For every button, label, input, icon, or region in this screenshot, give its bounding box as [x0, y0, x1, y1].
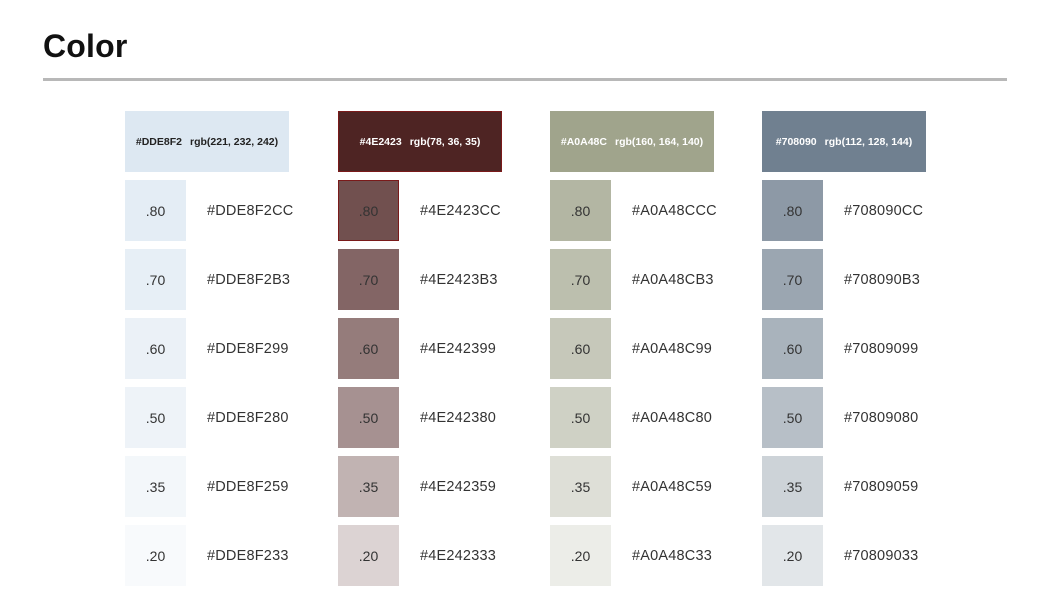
page-title: Color: [43, 28, 128, 64]
base-hex-label: #708090: [775, 135, 817, 148]
swatch-row: .35 #DDE8F259: [125, 456, 325, 517]
swatch-hex-label: #A0A48C99: [632, 340, 712, 357]
palette-column: #4E2423 rgb(78, 36, 35) .80 #4E2423CC .70 #4E…: [338, 111, 538, 586]
swatch-hex-label: #DDE8F259: [207, 478, 289, 495]
swatch-row: .60 #A0A48C99: [550, 318, 750, 379]
opacity-swatch: .80: [338, 180, 399, 241]
swatch-hex-label: #4E2423CC: [420, 202, 501, 219]
opacity-swatch: .50: [125, 387, 186, 448]
opacity-swatch: .60: [125, 318, 186, 379]
palette-base-swatch: #708090 rgb(112, 128, 144): [762, 111, 926, 172]
swatch-row: .70 #DDE8F2B3: [125, 249, 325, 310]
swatch-hex-label: #4E242333: [420, 547, 496, 564]
swatch-row: .20 #70809033: [762, 525, 962, 586]
base-rgb-label: rgb(221, 232, 242): [189, 135, 279, 148]
swatch-row: .35 #A0A48C59: [550, 456, 750, 517]
opacity-swatch: .80: [125, 180, 186, 241]
opacity-swatch: .70: [125, 249, 186, 310]
base-hex-label: #DDE8F2: [135, 135, 182, 148]
swatch-hex-label: #DDE8F299: [207, 340, 289, 357]
base-rgb-label: rgb(112, 128, 144): [824, 135, 913, 148]
swatch-row: .70 #A0A48CB3: [550, 249, 750, 310]
swatch-hex-label: #4E2423B3: [420, 271, 498, 288]
title-divider: [43, 78, 1007, 81]
opacity-swatch: .60: [550, 318, 611, 379]
swatch-hex-label: #70809059: [844, 478, 919, 495]
opacity-swatch: .70: [762, 249, 823, 310]
swatch-hex-label: #4E242380: [420, 409, 496, 426]
swatch-hex-label: #4E242399: [420, 340, 496, 357]
base-rgb-label: rgb(160, 164, 140): [614, 135, 704, 148]
base-rgb-label: rgb(78, 36, 35): [409, 135, 481, 148]
swatch-hex-label: #A0A48CCC: [632, 202, 717, 219]
swatch-row: .50 #4E242380: [338, 387, 538, 448]
opacity-swatch: .60: [338, 318, 399, 379]
swatch-row: .50 #A0A48C80: [550, 387, 750, 448]
swatch-hex-label: #708090B3: [844, 271, 920, 288]
opacity-swatch: .50: [762, 387, 823, 448]
opacity-swatch: .70: [338, 249, 399, 310]
swatch-hex-label: #70809099: [844, 340, 919, 357]
swatch-hex-label: #DDE8F233: [207, 547, 289, 564]
swatch-hex-label: #A0A48CB3: [632, 271, 714, 288]
base-hex-label: #A0A48C: [560, 135, 607, 148]
swatch-row: .60 #4E242399: [338, 318, 538, 379]
swatch-row: .60 #70809099: [762, 318, 962, 379]
opacity-swatch: .20: [762, 525, 823, 586]
swatch-hex-label: #A0A48C80: [632, 409, 712, 426]
palette-column: #A0A48C rgb(160, 164, 140) .80 #A0A48CCC .70…: [550, 111, 750, 586]
palette-base-swatch: #DDE8F2 rgb(221, 232, 242): [125, 111, 289, 172]
opacity-swatch: .35: [550, 456, 611, 517]
swatch-row: .20 #DDE8F233: [125, 525, 325, 586]
swatch-hex-label: #708090CC: [844, 202, 924, 219]
swatch-hex-label: #DDE8F280: [207, 409, 289, 426]
opacity-swatch: .20: [550, 525, 611, 586]
opacity-swatch: .35: [125, 456, 186, 517]
swatch-row: .35 #4E242359: [338, 456, 538, 517]
swatch-row: .70 #4E2423B3: [338, 249, 538, 310]
opacity-swatch: .50: [338, 387, 399, 448]
palette-column: #708090 rgb(112, 128, 144) .80 #708090CC .70…: [762, 111, 962, 586]
opacity-swatch: .80: [550, 180, 611, 241]
swatch-hex-label: #A0A48C59: [632, 478, 712, 495]
opacity-swatch: .20: [125, 525, 186, 586]
opacity-swatch: .35: [338, 456, 399, 517]
swatch-row: .60 #DDE8F299: [125, 318, 325, 379]
opacity-swatch: .60: [762, 318, 823, 379]
base-hex-label: #4E2423: [359, 135, 402, 148]
opacity-swatch: .20: [338, 525, 399, 586]
swatch-hex-label: #DDE8F2B3: [207, 271, 291, 288]
swatch-hex-label: #DDE8F2CC: [207, 202, 294, 219]
swatch-row: .35 #70809059: [762, 456, 962, 517]
palette-base-swatch: #4E2423 rgb(78, 36, 35): [338, 111, 502, 172]
swatch-hex-label: #70809080: [844, 409, 919, 426]
swatch-hex-label: #A0A48C33: [632, 547, 712, 564]
swatch-row: .80 #708090CC: [762, 180, 962, 241]
swatch-row: .80 #DDE8F2CC: [125, 180, 325, 241]
palette-column: #DDE8F2 rgb(221, 232, 242) .80 #DDE8F2CC .70…: [125, 111, 325, 586]
opacity-swatch: .35: [762, 456, 823, 517]
swatch-row: .20 #A0A48C33: [550, 525, 750, 586]
opacity-swatch: .80: [762, 180, 823, 241]
swatch-hex-label: #4E242359: [420, 478, 496, 495]
palette-base-swatch: #A0A48C rgb(160, 164, 140): [550, 111, 714, 172]
swatch-row: .80 #4E2423CC: [338, 180, 538, 241]
swatch-hex-label: #70809033: [844, 547, 919, 564]
swatch-row: .50 #70809080: [762, 387, 962, 448]
swatch-row: .70 #708090B3: [762, 249, 962, 310]
opacity-swatch: .50: [550, 387, 611, 448]
opacity-swatch: .70: [550, 249, 611, 310]
swatch-row: .50 #DDE8F280: [125, 387, 325, 448]
swatch-row: .80 #A0A48CCC: [550, 180, 750, 241]
swatch-row: .20 #4E242333: [338, 525, 538, 586]
